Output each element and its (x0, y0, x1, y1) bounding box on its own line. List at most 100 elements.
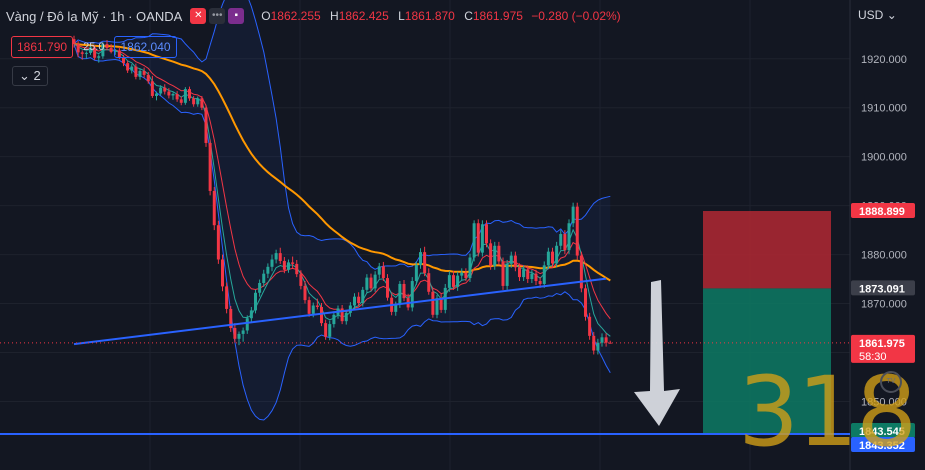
candle-body (542, 265, 546, 284)
ohlc-values: O1862.255 H1862.425 L1861.870 C1861.975 … (255, 9, 620, 23)
sell-button[interactable]: 1861.790 (11, 36, 74, 58)
candle-body (559, 234, 563, 246)
candle-body (357, 296, 361, 304)
candle-body (567, 223, 571, 251)
candle-body (320, 306, 323, 324)
currency-selector[interactable]: USD ⌄ (858, 8, 897, 22)
candle-body (192, 98, 196, 105)
currency-label: USD (858, 8, 884, 22)
candle-body (221, 259, 224, 287)
candle-body (212, 190, 216, 226)
candle-body (175, 94, 179, 100)
candle-body (526, 269, 530, 280)
candle-body (126, 63, 130, 71)
buy-button[interactable]: 1862.040 (114, 36, 177, 58)
change-value: −0.280 (−0.02%) (531, 9, 621, 23)
candle-body (522, 269, 526, 278)
candle-body (80, 52, 84, 54)
candle-body (485, 224, 488, 244)
candle-body (456, 275, 460, 287)
candle-body (332, 314, 336, 325)
candle-body (588, 316, 592, 336)
candle-body (513, 255, 517, 268)
candle-body (472, 223, 476, 258)
candle-body (575, 206, 579, 256)
chart-header: Vàng / Đô la Mỹ · 1h · OANDA ✕ ••• ▪ O18… (6, 8, 621, 24)
candle-body (105, 44, 109, 48)
low-value: 1861.870 (404, 9, 455, 23)
candle-body (377, 266, 381, 275)
candle-body (431, 291, 435, 315)
candle-body (365, 277, 369, 290)
candle-body (423, 252, 427, 274)
candle-body (398, 283, 402, 305)
candle-body (608, 342, 612, 344)
bollinger-upper-line (73, 0, 611, 270)
candle-body (402, 283, 406, 299)
candle-body (89, 47, 92, 53)
candle-body (183, 89, 187, 103)
candle-body (311, 305, 315, 314)
candle-body (72, 39, 76, 45)
candle-body (439, 298, 443, 310)
symbol-title[interactable]: Vàng / Đô la Mỹ · 1h · OANDA (6, 8, 183, 24)
y-tick-label: 1850.000 (861, 396, 907, 408)
indicators-toggle-button[interactable]: ⌄ 2 (12, 66, 48, 86)
candle-body (84, 52, 88, 54)
candle-body (188, 89, 191, 99)
candle-body (493, 245, 497, 266)
candle-body (101, 44, 105, 57)
more-icon[interactable]: ••• (209, 8, 226, 24)
bollinger-band-fill (74, 0, 611, 420)
candle-body (142, 70, 146, 75)
candle-body (274, 253, 278, 260)
candle-body (584, 288, 587, 317)
candle-body (299, 274, 303, 286)
candle-body (155, 93, 158, 96)
y-tick-label: 1900.000 (861, 152, 907, 164)
candle-body (76, 44, 80, 53)
candle-body (464, 272, 468, 279)
candle-body (163, 87, 167, 92)
candle-body (134, 66, 138, 77)
candle-body (571, 206, 575, 224)
y-tick-label: 1880.000 (861, 250, 907, 262)
support-trendline (73, 277, 607, 346)
candle-body (130, 66, 134, 71)
candle-body (159, 87, 163, 94)
candle-body (427, 273, 431, 292)
candle-body (258, 282, 262, 293)
candle-body (563, 234, 567, 251)
candle-body (245, 318, 249, 331)
price-tag-label: 1873.091 (859, 283, 905, 295)
candle-body (262, 273, 266, 283)
hide-icon[interactable]: ▪ (228, 8, 245, 24)
candle-body (534, 273, 538, 282)
candle-body (278, 253, 282, 261)
candle-body (208, 142, 212, 191)
candle-body (229, 308, 233, 329)
candle-body (307, 300, 311, 314)
candle-body (225, 286, 229, 309)
candle-body (476, 223, 480, 253)
alert-icon[interactable]: ✕ (190, 8, 207, 24)
candle-body (394, 304, 398, 312)
candle-body (344, 312, 348, 322)
candle-body (204, 107, 208, 143)
candle-body (518, 267, 521, 278)
price-tag-box (851, 334, 915, 363)
candle-body (538, 281, 542, 284)
candle-body (167, 91, 171, 96)
price-tag-box (851, 437, 915, 453)
candle-body (460, 272, 464, 276)
candle-body (109, 47, 113, 52)
chevron-down-icon: ⌄ (886, 8, 897, 22)
price-tag-label: 1861.975 (859, 338, 905, 350)
candle-body (254, 292, 257, 311)
y-tick-label: 1920.000 (861, 54, 907, 66)
candle-body (315, 305, 319, 307)
candle-body (489, 243, 493, 266)
indicators-count: 2 (33, 68, 41, 83)
candle-body (530, 273, 534, 280)
